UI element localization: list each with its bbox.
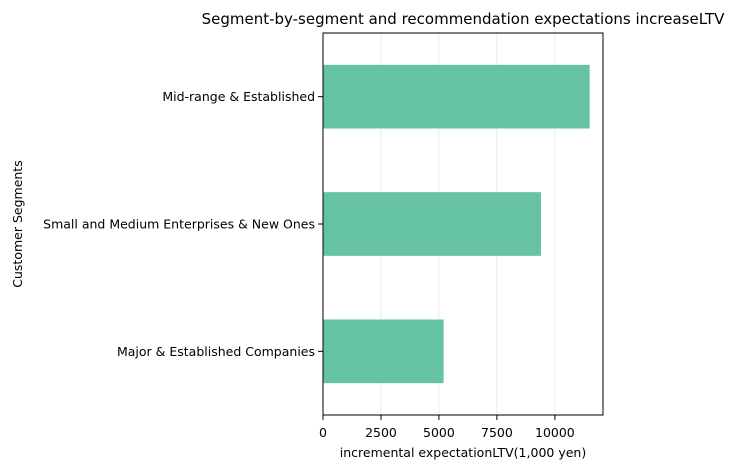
y-tick-label: Mid-range & Established bbox=[162, 89, 315, 104]
y-tick-label: Small and Medium Enterprises & New Ones bbox=[43, 217, 315, 232]
x-tick-label: 0 bbox=[319, 425, 327, 440]
bar bbox=[323, 64, 590, 129]
bars bbox=[323, 64, 590, 384]
x-axis-label: incremental expectationLTV(1,000 yen) bbox=[340, 445, 586, 460]
chart-title: Segment-by-segment and recommendation ex… bbox=[202, 10, 726, 28]
x-tick-label: 2500 bbox=[365, 425, 397, 440]
y-axis-label: Customer Segments bbox=[10, 160, 25, 287]
x-tick-label: 5000 bbox=[423, 425, 455, 440]
y-axis-ticks: Mid-range & Established Small and Medium … bbox=[43, 89, 323, 359]
x-axis-ticks: 0 2500 5000 7500 10000 bbox=[319, 415, 575, 440]
bar bbox=[323, 192, 541, 256]
y-tick-label: Major & Established Companies bbox=[117, 344, 315, 359]
bar bbox=[323, 319, 444, 384]
x-tick-label: 7500 bbox=[481, 425, 513, 440]
x-tick-label: 10000 bbox=[535, 425, 575, 440]
